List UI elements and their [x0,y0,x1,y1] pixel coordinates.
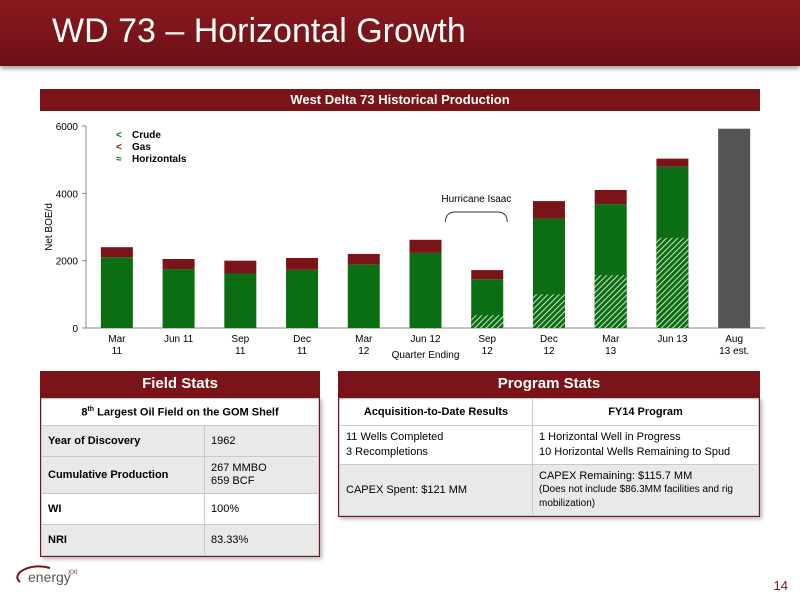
program-cell: 1 Horizontal Well in Progress 10 Horizon… [532,425,759,465]
x-tick-label: 12 [482,346,494,357]
program-cell-line: 11 Wells Completed [346,431,444,443]
energy-xxi-logo: energy XXI [10,560,80,595]
field-stats-subheader: 8th Largest Oil Field on the GOM Shelf [41,398,319,426]
x-tick-label: Mar [602,334,620,345]
x-tick-label: Jun 12 [410,334,440,345]
program-stats-table: Acquisition-to-Date Results FY14 Program… [339,398,759,516]
table-row: WI 100% [41,493,319,525]
x-tick-label: 11 [235,346,246,357]
legend-label: Crude [132,130,161,141]
x-tick-label: 13 [605,346,617,357]
program-cell: CAPEX Remaining: $115.7 MM (Does not inc… [532,464,759,516]
program-cell-line: 3 Recompletions [346,446,428,458]
x-axis-label: Quarter Ending [392,350,460,361]
estimate-bar [718,128,751,328]
program-stats-panel: Acquisition-to-Date Results FY14 Program… [338,397,760,517]
y-axis-label: Net BOE/d [44,203,55,251]
x-tick-label: 11 [112,346,123,357]
program-cell-line: CAPEX Remaining: $115.7 MM [539,470,693,482]
horizontals-bar [471,315,504,328]
row-label: NRI [41,524,205,556]
gas-bar [347,253,380,265]
gas-bar [409,239,442,253]
x-tick-label: 12 [543,346,555,357]
crude-bar [100,257,133,328]
legend-symbol: ≈ [116,154,122,165]
crude-bar [286,269,319,328]
annotation-bracket [445,211,508,223]
row-value-line: 267 MMBO [211,462,267,474]
x-tick-label: Jun 13 [657,334,687,345]
row-value: 83.33% [204,524,319,556]
row-value-line: 659 BCF [211,475,255,487]
gas-bar [471,270,504,280]
table-row: Cumulative Production 267 MMBO 659 BCF [41,456,319,494]
x-tick-label: Sep [478,334,496,345]
row-value: 100% [204,493,319,525]
logo-suffix: XXI [68,570,78,576]
x-tick-label: 13 est. [719,346,749,357]
x-tick-label: Aug [725,334,743,345]
crude-bar [224,273,257,328]
legend-symbol: < [116,142,122,153]
program-cell: 11 Wells Completed 3 Recompletions [339,425,533,465]
x-tick-label: Dec [540,334,558,345]
y-tick-label: 2000 [56,257,79,268]
program-cell-line: 10 Horizontal Wells Remaining to Spud [539,446,731,458]
table-row: Year of Discovery 1962 [41,425,319,457]
crude-bar [409,252,442,328]
y-tick-label: 6000 [56,122,79,133]
program-stats-header: Program Stats [338,371,760,397]
table-row: CAPEX Spent: $121 MM CAPEX Remaining: $1… [339,464,759,516]
row-label: Cumulative Production [41,456,205,494]
program-col-header: Acquisition-to-Date Results [339,398,533,426]
gas-bar [224,260,257,274]
field-stats-panel: 8th Largest Oil Field on the GOM Shelf Y… [40,397,320,557]
program-cell-line: 1 Horizontal Well in Progress [539,431,681,443]
x-tick-label: 12 [358,346,370,357]
row-label: Year of Discovery [41,425,205,457]
program-col-header: FY14 Program [532,398,759,426]
table-row: 11 Wells Completed 3 Recompletions 1 Hor… [339,425,759,465]
x-tick-label: Mar [108,334,126,345]
x-tick-label: Mar [355,334,373,345]
slide-title: WD 73 – Horizontal Growth [52,12,466,50]
x-tick-label: 11 [297,346,308,357]
horizontals-bar [594,275,627,328]
x-tick-label: Sep [231,334,249,345]
x-tick-label: Jun 11 [164,334,194,345]
x-tick-label: Dec [293,334,311,345]
row-value: 1962 [204,425,319,457]
gas-bar [286,257,319,270]
row-label: WI [41,493,205,525]
crude-bar [347,264,380,328]
gas-bar [656,158,689,167]
gas-bar [594,189,627,205]
chart-title: West Delta 73 Historical Production [40,89,760,111]
annotation-label: Hurricane Isaac [441,194,511,205]
crude-bar [162,269,195,328]
field-stats-header: Field Stats [40,371,320,397]
table-row: NRI 83.33% [41,524,319,556]
horizontals-bar [656,237,689,328]
page-number: 14 [773,578,788,593]
field-stats-table: 8th Largest Oil Field on the GOM Shelf Y… [41,398,319,556]
logo-text: energy [28,569,71,585]
row-value: 267 MMBO 659 BCF [204,456,319,494]
y-tick-label: 4000 [56,189,79,200]
gas-bar [532,201,565,219]
legend-label: Gas [132,142,151,153]
gas-bar [162,258,195,270]
program-cell-line: (Does not include $86.3MM facilities and… [539,484,733,509]
title-bar: WD 73 – Horizontal Growth [0,0,800,66]
gas-bar [100,247,133,258]
legend-label: Horizontals [132,154,187,165]
y-tick-label: 0 [72,324,78,335]
horizontals-bar [532,294,565,328]
legend-symbol: < [116,130,122,141]
program-cell: CAPEX Spent: $121 MM [339,464,533,516]
